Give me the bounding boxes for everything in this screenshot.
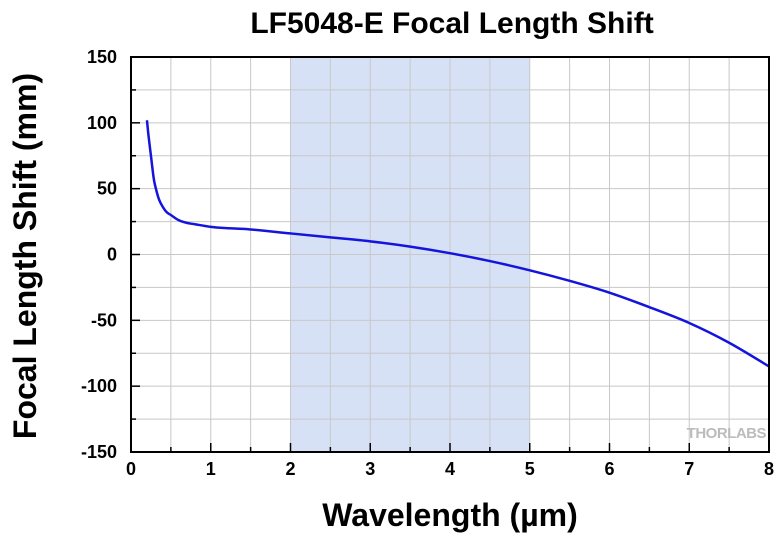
y-tick-label: 150 (87, 47, 117, 67)
x-tick-label: 5 (525, 459, 535, 479)
chart-title: LF5048-E Focal Length Shift (250, 7, 653, 40)
y-tick-label: -150 (81, 442, 117, 462)
x-tick-label: 3 (365, 459, 375, 479)
y-tick-labels: 150 100 50 0 -50 -100 -150 (81, 47, 117, 462)
y-tick-label: 0 (107, 245, 117, 265)
x-tick-labels: 0 1 2 3 4 5 6 7 8 (126, 459, 774, 479)
x-tick-label: 4 (445, 459, 455, 479)
x-tick-label: 1 (206, 459, 216, 479)
grid (131, 57, 769, 452)
x-tick-label: 7 (684, 459, 694, 479)
x-tick-label: 6 (604, 459, 614, 479)
y-tick-label: 50 (97, 179, 117, 199)
x-tick-label: 2 (285, 459, 295, 479)
series-line (145, 120, 770, 368)
y-tick-label: -50 (91, 310, 117, 330)
x-tick-label: 8 (764, 459, 774, 479)
x-tick-label: 0 (126, 459, 136, 479)
thorlabs-watermark: THORLABS (687, 425, 767, 442)
y-tick-label: -100 (81, 376, 117, 396)
plot-frame (130, 56, 770, 453)
y-tick-label: 100 (87, 113, 117, 133)
x-axis-label: Wavelength (µm) (322, 497, 577, 533)
y-axis-label: Focal Length Shift (mm) (7, 73, 43, 439)
